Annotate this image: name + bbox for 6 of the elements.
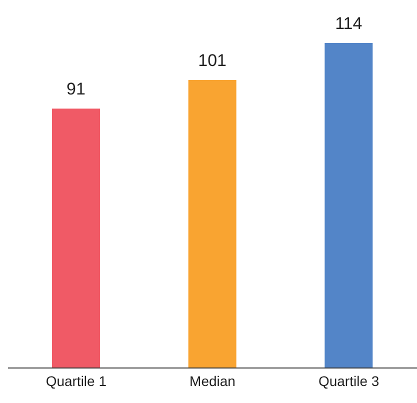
x-tick-label: Quartile 1 [46,372,107,389]
data-label: 101 [198,51,227,70]
x-tick-label: Median [190,372,236,389]
data-label: 91 [66,80,86,99]
data-label: 114 [335,14,362,33]
x-tick-label: Quartile 3 [318,372,380,389]
